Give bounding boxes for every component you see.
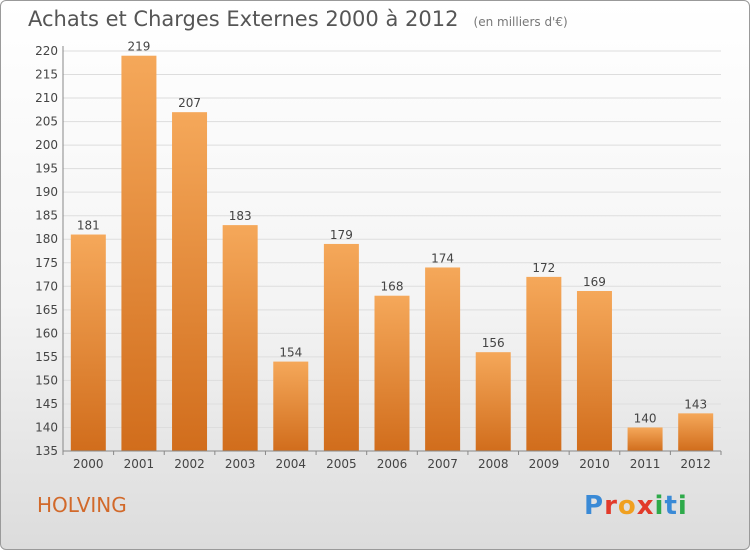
value-label-2008: 156 — [482, 336, 505, 350]
value-label-2011: 140 — [634, 411, 657, 425]
logo-letter: P — [584, 491, 605, 521]
y-tick-label: 180 — [35, 232, 58, 246]
x-tick-label-2003: 2003 — [225, 457, 256, 471]
x-tick-label-2004: 2004 — [275, 457, 306, 471]
y-tick-label: 155 — [35, 350, 58, 364]
commune-name: HOLVING — [37, 493, 127, 517]
logo-letter: r — [604, 491, 618, 521]
value-label-2001: 219 — [127, 40, 150, 54]
y-tick-label: 220 — [35, 44, 58, 58]
y-tick-label: 135 — [35, 444, 58, 458]
bar-2001 — [121, 55, 157, 452]
value-label-2007: 174 — [431, 251, 454, 265]
value-label-2005: 179 — [330, 228, 353, 242]
value-label-2009: 172 — [532, 261, 555, 275]
logo-letter: i — [677, 491, 688, 521]
chart-title: Achats et Charges Externes 2000 à 2012 (… — [28, 7, 568, 31]
logo-letter: o — [617, 491, 637, 521]
y-tick-label: 170 — [35, 279, 58, 293]
value-label-2002: 207 — [178, 96, 201, 110]
y-tick-label: 200 — [35, 138, 58, 152]
x-tick-label-2010: 2010 — [579, 457, 610, 471]
bar-2011 — [627, 427, 663, 451]
y-tick-label: 205 — [35, 115, 58, 129]
y-tick-label: 175 — [35, 256, 58, 270]
y-axis-tick-labels: 135 140 145 150 155 160 165 170 175 180 185 190 195 2… — [35, 44, 58, 458]
bar-2003 — [222, 225, 258, 451]
bar-2000 — [70, 234, 106, 451]
bar-2010 — [576, 291, 612, 451]
x-tick-label-2002: 2002 — [174, 457, 205, 471]
axes — [62, 46, 722, 455]
unit-note: (en milliers d'€) — [473, 15, 568, 29]
logo-letter: i — [654, 491, 665, 521]
bar-2002 — [172, 112, 208, 452]
logo-letter: t — [664, 491, 678, 521]
bar-2004 — [273, 361, 309, 451]
y-tick-label: 150 — [35, 373, 58, 387]
bar-2009 — [526, 276, 562, 451]
x-tick-label-2005: 2005 — [326, 457, 357, 471]
y-tick-label: 195 — [35, 162, 58, 176]
bar-2012 — [678, 413, 714, 451]
y-tick-label: 185 — [35, 209, 58, 223]
title-text: Achats et Charges Externes 2000 à 2012 — [28, 7, 459, 31]
value-label-2010: 169 — [583, 275, 606, 289]
x-axis-tick-labels: 2000 2001 2002 2003 2004 2005 2006 2007 2008 2009… — [73, 457, 711, 471]
x-tick-label-2001: 2001 — [124, 457, 155, 471]
y-tick-label: 160 — [35, 326, 58, 340]
y-tick-label: 145 — [35, 397, 58, 411]
x-tick-label-2008: 2008 — [478, 457, 509, 471]
value-labels: 181 219 207 183 154 179 168 174 156 172 169 140 143 — [77, 40, 707, 426]
logo-letter: x — [636, 491, 655, 521]
x-tick-label-2000: 2000 — [73, 457, 104, 471]
y-tick-label: 140 — [35, 420, 58, 434]
proxiti-logo[interactable]: Proxiti — [584, 491, 688, 521]
bar-2006 — [374, 295, 410, 451]
bar-2007 — [425, 267, 461, 451]
value-label-2000: 181 — [77, 219, 100, 233]
x-tick-label-2006: 2006 — [377, 457, 408, 471]
bar-2005 — [323, 243, 359, 451]
bars — [70, 55, 714, 452]
bar-2008 — [475, 352, 511, 451]
y-tick-label: 215 — [35, 68, 58, 82]
value-label-2012: 143 — [684, 397, 707, 411]
value-label-2006: 168 — [381, 280, 404, 294]
x-tick-label-2012: 2012 — [680, 457, 711, 471]
y-tick-label: 165 — [35, 303, 58, 317]
y-tick-label: 190 — [35, 185, 58, 199]
value-label-2003: 183 — [229, 209, 252, 223]
x-tick-label-2007: 2007 — [427, 457, 458, 471]
x-tick-label-2011: 2011 — [630, 457, 661, 471]
value-label-2004: 154 — [279, 346, 302, 360]
x-tick-label-2009: 2009 — [529, 457, 560, 471]
y-tick-label: 210 — [35, 91, 58, 105]
